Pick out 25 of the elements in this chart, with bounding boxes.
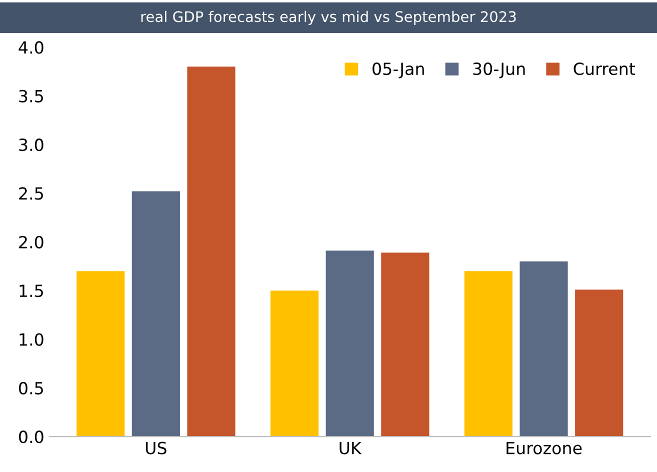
legend-label: Current: [574, 62, 636, 76]
bar: [326, 250, 374, 437]
bar: [464, 271, 512, 437]
x-tick-label: UK: [340, 442, 362, 454]
y-tick-label: 2.5: [19, 187, 43, 200]
legend-label: 05-Jan: [372, 62, 424, 78]
y-tick-label: 1.0: [20, 333, 44, 346]
chart-title: real GDP forecasts early vs mid vs September 2023: [141, 10, 516, 25]
bar: [381, 252, 430, 437]
y-tick-label: 3.0: [19, 138, 44, 152]
bar: [132, 191, 180, 437]
y-tick-label: 0.0: [19, 430, 44, 444]
bar: [76, 271, 125, 437]
y-tick-label: 2.0: [19, 236, 44, 248]
bar: [187, 66, 236, 437]
y-tick-label: 3.5: [19, 90, 43, 102]
y-tick-label: 1.5: [20, 284, 43, 298]
x-tick-label: US: [146, 442, 166, 454]
legend-label: 30-Jun: [473, 62, 525, 78]
x-tick-label: Eurozone: [506, 442, 582, 454]
bar: [270, 290, 319, 437]
y-tick-label: 0.5: [19, 382, 43, 394]
bar: [520, 261, 568, 437]
bar: [575, 290, 624, 437]
y-tick-label: 4.0: [18, 41, 44, 54]
